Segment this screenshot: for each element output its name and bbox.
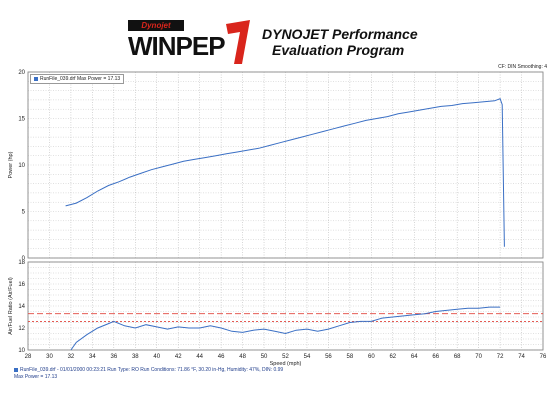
afr-xtick-label: 32 — [68, 354, 75, 360]
afr-xtick-label: 54 — [304, 354, 311, 360]
afr-xlabel: Speed (mph) — [270, 361, 302, 367]
title-line-2: Evaluation Program — [272, 42, 405, 58]
afr-xtick-label: 42 — [175, 354, 182, 360]
title-line-1: DYNOJET Performance — [262, 26, 418, 42]
afr-ytick-label: 16 — [18, 282, 25, 288]
afr-xtick-label: 44 — [196, 354, 203, 360]
power-legend: RunFile_039.drf Max Power = 17.13 — [30, 74, 125, 84]
logo-seven-mark: 7 — [226, 20, 250, 64]
footer-swatch — [14, 367, 18, 372]
power-series-line — [65, 98, 505, 247]
legend-label: RunFile_039.drf Max Power = 17.13 — [40, 76, 121, 82]
afr-xtick-label: 62 — [389, 354, 396, 360]
afr-xtick-label: 38 — [132, 354, 139, 360]
afr-xtick-label: 28 — [25, 354, 32, 360]
power-ytick-label: 5 — [22, 210, 26, 216]
afr-xtick-label: 46 — [218, 354, 225, 360]
afr-xtick-label: 72 — [497, 354, 504, 360]
afr-xtick-label: 76 — [540, 354, 547, 360]
afr-xtick-label: 56 — [325, 354, 332, 360]
afr-xtick-label: 50 — [261, 354, 268, 360]
power-ytick-label: 15 — [18, 117, 25, 123]
power-ytick-label: 0 — [22, 256, 26, 262]
power-ytick-label: 10 — [18, 163, 25, 169]
footer-run-info: RunFile_039.drf - 01/01/2000 00:23:21 Ru… — [14, 367, 283, 373]
afr-ytick-label: 14 — [18, 304, 25, 310]
afr-xtick-label: 60 — [368, 354, 375, 360]
afr-ytick-label: 18 — [18, 260, 25, 266]
afr-xtick-label: 34 — [89, 354, 96, 360]
legend-swatch — [34, 76, 38, 81]
logo-winpep-text: WINPEP — [128, 31, 226, 61]
afr-xtick-label: 66 — [432, 354, 439, 360]
afr-ytick-label: 12 — [18, 326, 25, 332]
logo-dynojet-text: Dynojet — [128, 20, 184, 31]
afr-xtick-label: 64 — [411, 354, 418, 360]
cf-smoothing-label: CF: DIN Smoothing: 4 — [498, 64, 547, 70]
afr-xtick-label: 36 — [110, 354, 117, 360]
afr-xtick-label: 74 — [518, 354, 525, 360]
afr-xtick-label: 68 — [454, 354, 461, 360]
afr-xtick-label: 70 — [475, 354, 482, 360]
afr-series-line — [70, 306, 501, 351]
afr-xtick-label: 52 — [282, 354, 289, 360]
afr-ytick-label: 10 — [18, 348, 25, 354]
footer-run-info-text: RunFile_039.drf - 01/01/2000 00:23:21 Ru… — [20, 367, 284, 373]
footer-max-power: Max Power = 17.13 — [14, 374, 58, 380]
power-ytick-label: 20 — [18, 70, 25, 76]
winpep-logo: Dynojet WINPEP 7 — [128, 20, 250, 64]
afr-xtick-label: 58 — [347, 354, 354, 360]
afr-xtick-label: 48 — [239, 354, 246, 360]
afr-xtick-label: 30 — [46, 354, 53, 360]
afr-xtick-label: 40 — [153, 354, 160, 360]
power-ylabel: Power (hp) — [8, 151, 14, 178]
afr-ylabel: Air/Fuel Ratio (Air/Fuel) — [8, 277, 14, 335]
